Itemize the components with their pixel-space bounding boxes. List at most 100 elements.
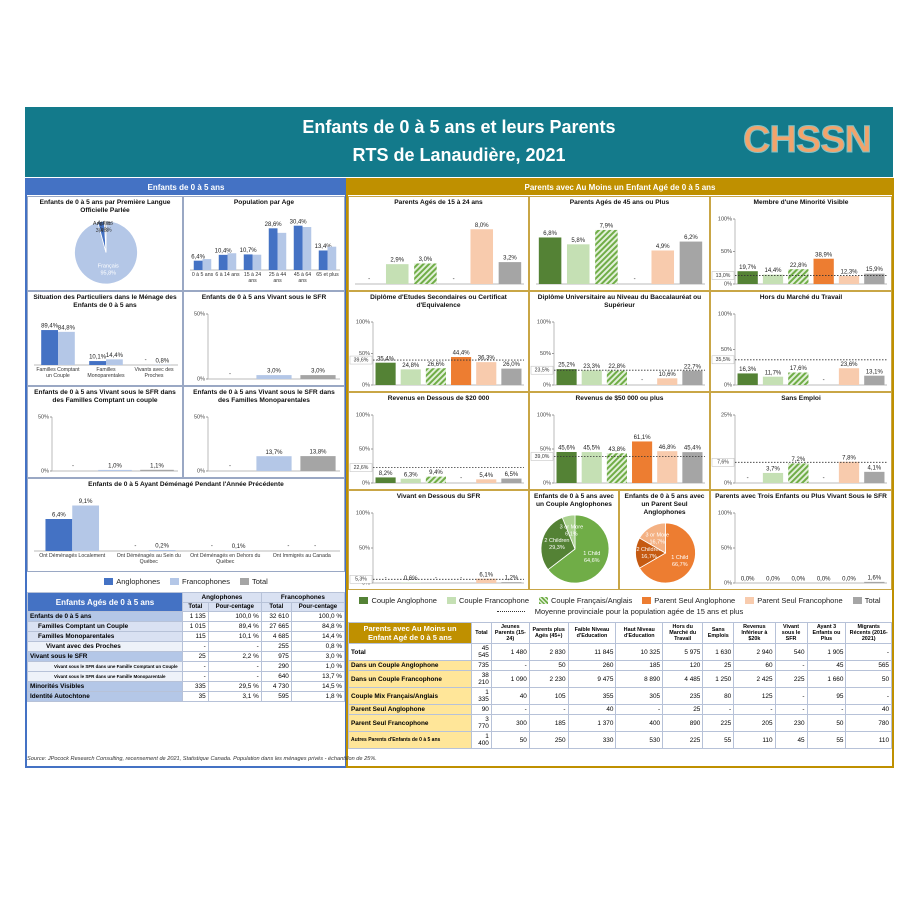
value-label: 44,4% [453, 351, 471, 357]
value-label: 3,0% [311, 369, 325, 375]
x-tick-label: Ont Déménagés en Dehors du Québec [190, 553, 261, 565]
table-cell: 100,0 % [290, 611, 346, 622]
table-cell: 90 [471, 704, 492, 715]
table-cell: 110 [733, 731, 776, 749]
bar [256, 456, 292, 471]
chart-title: Revenus de $50 000 ou plus [575, 395, 664, 402]
value-label: 1,6% [867, 575, 881, 581]
table-row: Dans un Couple Anglophone 735-50 260 185 120… [348, 660, 892, 671]
table-cell: 50 [845, 670, 892, 688]
chart-title: Enfants de 0 à 5 ans par Première Langue… [39, 199, 171, 214]
average-label: 39,6% [354, 357, 369, 363]
chart: 0% 50% 100% 16,3% 11,7% 17,6% - 23,6% 13,1% 35,5% [711, 311, 887, 388]
chart-title: Enfants de 0 à 5 ans Vivant sous le SFR … [193, 389, 335, 404]
table-row: Parent Seul Francophone 3 770 300 185 1 370 4… [348, 714, 892, 732]
pie-label: 1 Child [583, 551, 600, 557]
table-cell: 2 940 [733, 643, 776, 661]
table-cell: 1 400 [471, 731, 492, 749]
chart-panel: Revenus de $50 000 ou plus 0% 50% 100% 45,6%… [529, 392, 710, 490]
chart-title: Enfants de 0 à 5 ans avec un Couple Angl… [534, 493, 614, 508]
y-tick-label: 0% [362, 480, 370, 486]
chart-panel: Parents Agés de 45 ans ou Plus 6,8% 5,8% 7,… [529, 196, 710, 291]
chart: 0% 25% - 3,7% 7,2% - 7,8% 4,1% 7,6% [711, 412, 887, 486]
bar [788, 372, 809, 385]
table-cell: 14,4 % [290, 631, 346, 642]
group-header: Francophones [260, 592, 346, 603]
pie-value-label: 16,7% [649, 540, 665, 546]
table-cell: 890 [662, 714, 704, 732]
bar [476, 578, 497, 583]
bar [682, 370, 703, 385]
table-cell: - [806, 704, 847, 715]
y-tick-label: 0% [543, 480, 551, 486]
value-label: 3,7% [766, 467, 780, 473]
legend-text: Parent Seul Anglophone [654, 595, 736, 605]
table-cell: 14,5 % [290, 681, 346, 692]
table-cell: 4 685 [260, 631, 292, 642]
table-cell: 89,4 % [207, 621, 262, 632]
table-row: Enfants Agés de 0 à 5 ans Anglophones Fran… [27, 592, 346, 612]
table-cell: 540 [774, 643, 808, 661]
row-label: Vivant sous le SFR dans une Famille Mono… [27, 671, 183, 682]
value-label: 0,0% [842, 577, 856, 583]
bar [106, 359, 123, 365]
table-row: Total 45 545 1 480 2 830 11 845 10 325 5 975 1 … [348, 643, 892, 661]
legend-item: Parent Seul Anglophone [642, 596, 735, 605]
table-cell: - [615, 704, 664, 715]
bar [476, 362, 497, 385]
x-tick-label: Familles Monoparentales [87, 367, 125, 379]
table-cell: 335 [182, 681, 209, 692]
value-label: 9,4% [429, 470, 443, 476]
value-label: - [314, 544, 316, 550]
table-row: Minorités Visibles 335 29,5 % 4 730 14,5 % [27, 681, 346, 692]
bar [595, 229, 618, 284]
table-cell: 38 210 [471, 670, 492, 688]
value-label: 13,7% [265, 450, 283, 456]
bar [148, 550, 176, 551]
value-label: 22,7% [684, 364, 702, 370]
table-cell: 4 730 [260, 681, 292, 692]
value-label: 0,0% [766, 577, 780, 583]
column-header: Parents plus Agés (45+) [528, 622, 569, 644]
y-tick-label: 0% [724, 281, 732, 287]
table-row: Vivant sous le SFR dans une Famille Comp… [27, 661, 346, 672]
table-cell: 40 [845, 704, 892, 715]
pie-label: Anglais [93, 221, 111, 227]
legend-swatch [239, 577, 249, 585]
bar [501, 368, 522, 385]
value-label: 8,0% [475, 223, 489, 229]
value-label: 6,2% [684, 235, 698, 241]
legend-text: Couple Francophone [458, 595, 529, 605]
table-cell: 1 250 [702, 670, 735, 688]
bar [400, 478, 421, 483]
y-tick-label: 50% [359, 545, 370, 551]
pie-label: Autres [97, 221, 113, 227]
average-legend: Moyenne provinciale pour la population a… [348, 605, 892, 617]
value-label: 0,1% [232, 544, 246, 550]
chart-panel: Enfants de 0 à 5 ans avec un Parent Seul… [619, 490, 710, 590]
table-cell: 55 [806, 731, 847, 749]
x-tick-label: 65 et plus [316, 272, 339, 278]
bar [318, 250, 328, 270]
chart-panel: Enfants de 0 à 5 ans avec un Couple Angl… [529, 490, 619, 590]
table-cell: 230 [774, 714, 808, 732]
y-tick-label: 0% [362, 382, 370, 388]
x-tick-label: 45 à 64 ans [293, 272, 312, 284]
bar [838, 276, 860, 284]
value-label: 5,4% [479, 473, 493, 479]
table-cell: 11 845 [567, 643, 617, 661]
left-section-title: Enfants de 0 à 5 ans [27, 180, 345, 195]
y-tick-label: 50% [721, 347, 732, 353]
legend-text: Couple Anglophone [371, 595, 437, 605]
chart: 6,4% 9,1% - 0,2% - 0,1% - - [34, 499, 340, 552]
chart: 0% 50% 100% 45,6% 45,5% 43,8% 61,1% 46,8% 45,4% 3… [530, 412, 705, 486]
bar [679, 241, 703, 284]
value-label: 17,6% [790, 366, 808, 372]
table-cell: 300 [490, 714, 530, 732]
value-label: 6,4% [52, 513, 66, 519]
table-cell: - [182, 671, 209, 682]
value-label: 0,0% [817, 577, 831, 583]
x-tick-label: Ont Déménagés au Sein du Québec [116, 553, 181, 565]
bar [425, 368, 446, 385]
column-header: Sans Emplois [702, 622, 735, 644]
